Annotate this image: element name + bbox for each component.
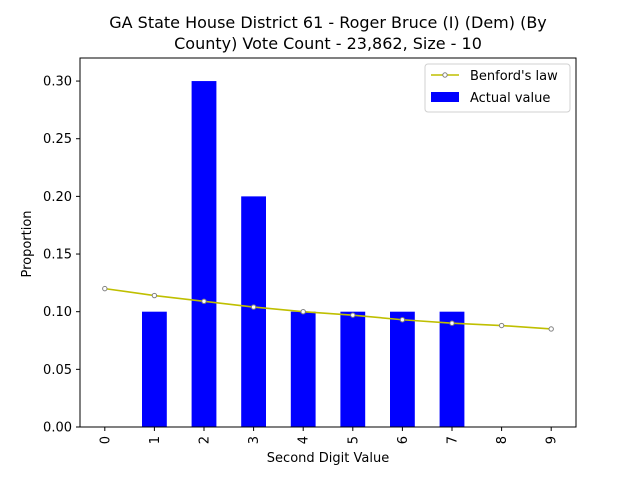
benford-point-4: [300, 308, 306, 315]
x-tick-label-3: 3: [247, 436, 262, 444]
benford-point-0: [102, 285, 108, 292]
benford-point-2: [201, 298, 207, 305]
x-tick-label-8: 8: [495, 436, 510, 444]
bar-group: [142, 81, 465, 427]
x-tick-label-0: 0: [98, 436, 113, 444]
benford-point-5: [350, 312, 356, 318]
bar-digit-7: [439, 311, 465, 427]
legend-bar-swatch: [431, 92, 459, 102]
bar-digit-4: [290, 311, 316, 427]
benford-point-9: [548, 326, 554, 332]
x-tick-label-1: 1: [148, 436, 163, 444]
bar-digit-2: [191, 81, 217, 427]
x-tick-label-4: 4: [297, 436, 312, 444]
chart-title-line-1: GA State House District 61 - Roger Bruce…: [109, 13, 547, 32]
legend-line-marker: [442, 72, 448, 78]
legend-label-benford: Benford's law: [470, 69, 558, 84]
benford-point-7: [449, 320, 455, 326]
x-tick-label-2: 2: [198, 436, 213, 444]
bar-digit-1: [142, 311, 167, 427]
benford-line: [104, 287, 552, 330]
y-axis-label: Proportion: [20, 210, 35, 277]
chart-title-line-2: County) Vote Count - 23,862, Size - 10: [174, 34, 482, 53]
x-tick-label-6: 6: [396, 436, 411, 444]
bar-digit-5: [340, 311, 366, 427]
y-tick-label-5: 0.25: [43, 132, 72, 147]
x-tick-label-9: 9: [545, 436, 560, 444]
x-axis-label: Second Digit Value: [267, 451, 389, 466]
y-tick-label-6: 0.30: [43, 75, 72, 90]
y-axis: 0.00 0.05 0.10 0.15 0.20 0.25 0.30: [43, 75, 80, 436]
legend-label-actual: Actual value: [470, 91, 550, 106]
y-tick-label-3: 0.15: [43, 248, 72, 263]
y-tick-label-4: 0.20: [43, 190, 72, 205]
x-tick-label-7: 7: [446, 436, 461, 444]
legend-box: [424, 63, 571, 113]
y-tick-label-2: 0.10: [43, 305, 72, 320]
benford-point-3: [250, 304, 257, 310]
plot-frame: [79, 57, 577, 428]
benford-line-group: [102, 285, 554, 332]
benford-point-8: [498, 322, 505, 329]
bar-digit-3: [241, 196, 266, 427]
x-axis: 0 1 2 3 4 5 6 7 8 9: [98, 427, 560, 444]
legend: Benford's law Actual value: [424, 63, 571, 113]
benford-point-6: [399, 317, 406, 323]
bar-digit-6: [390, 311, 415, 427]
y-tick-label-0: 0.00: [43, 421, 72, 436]
benford-point-1: [151, 292, 158, 299]
y-tick-label-1: 0.05: [43, 363, 72, 378]
x-tick-label-5: 5: [346, 436, 361, 444]
